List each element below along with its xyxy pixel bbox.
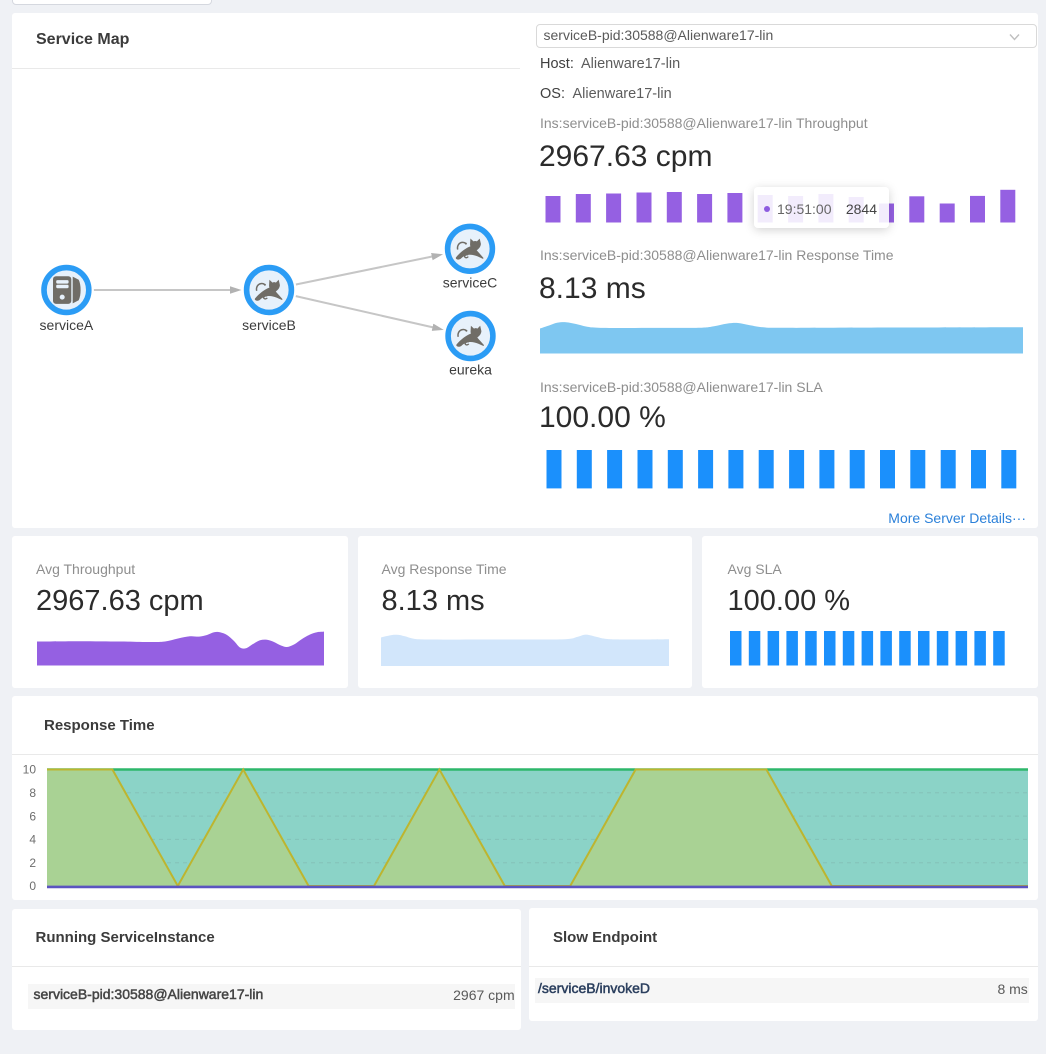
svg-text:6: 6 xyxy=(29,809,36,823)
svg-text:serviceB: serviceB xyxy=(242,317,296,333)
svg-text:4: 4 xyxy=(29,833,36,847)
svg-text:serviceC: serviceC xyxy=(443,275,497,291)
svg-text:serviceA: serviceA xyxy=(40,317,94,333)
svg-text:0: 0 xyxy=(29,879,36,893)
svg-text:10: 10 xyxy=(23,763,37,777)
svg-text:2: 2 xyxy=(29,856,36,870)
svg-text:eureka: eureka xyxy=(449,362,492,378)
svg-text:8: 8 xyxy=(29,786,36,800)
